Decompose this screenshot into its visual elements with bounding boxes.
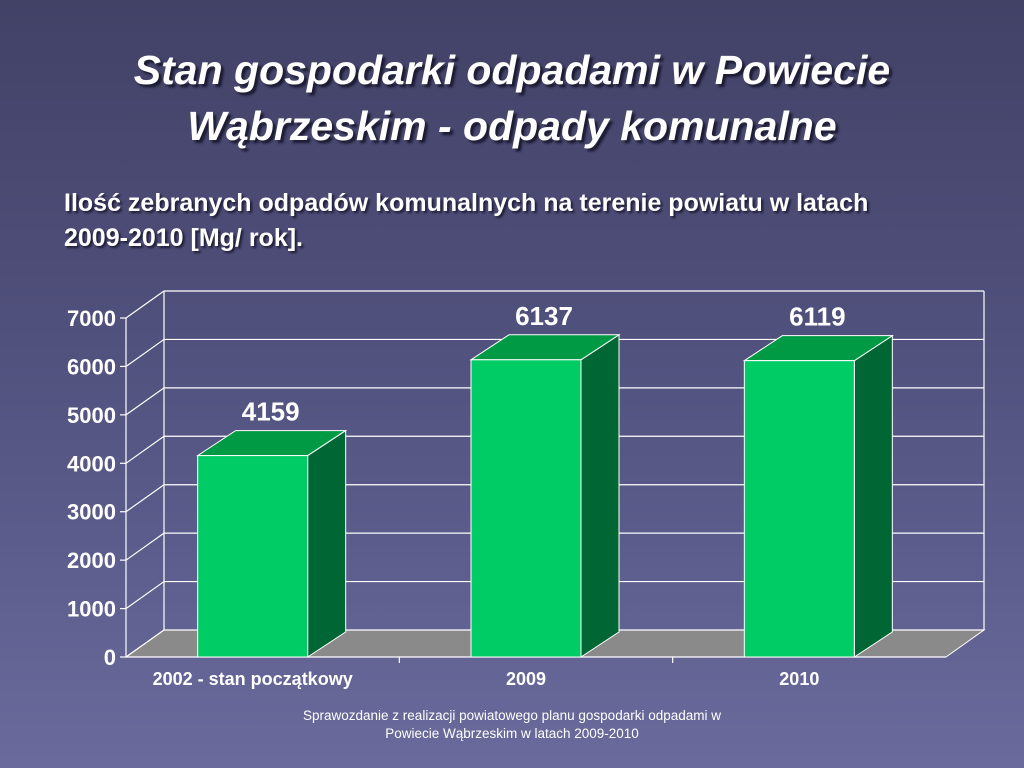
x-tick-label: 2009 (506, 669, 546, 689)
y-tick-label: 3000 (67, 500, 116, 525)
y-tick-label: 2000 (67, 548, 116, 573)
gridline-side (125, 387, 165, 416)
chart-subtitle: Ilość zebranych odpadów komunalnych na t… (64, 186, 994, 256)
gridline-side (125, 581, 165, 610)
x-tick-label: 2010 (779, 669, 819, 689)
x-tick-label: 2002 - stan początkowy (153, 669, 353, 689)
subtitle-line-1: Ilość zebranych odpadów komunalnych na t… (64, 189, 869, 217)
bar-side-face (580, 333, 620, 658)
bar-front-face (470, 359, 582, 658)
bar-side-face (853, 334, 893, 658)
y-tick-label: 4000 (67, 451, 116, 476)
title-line-2: Wąbrzeskim - odpady komunalne (187, 103, 837, 149)
bar-side-face (307, 429, 347, 658)
data-label: 6119 (789, 302, 845, 332)
subtitle-line-2: 2009-2010 [Mg/ rok]. (64, 224, 303, 252)
gridline-side (125, 484, 165, 513)
y-tick-label: 1000 (67, 597, 116, 622)
gridline-side (125, 532, 165, 561)
gridline-side (125, 435, 165, 464)
title-line-1: Stan gospodarki odpadami w Powiecie (133, 47, 891, 93)
footer-line-1: Sprawozdanie z realizacji powiatowego pl… (303, 708, 721, 723)
y-tick-label: 6000 (67, 354, 116, 379)
data-label: 6137 (515, 301, 573, 331)
bar-1 (469, 333, 621, 658)
y-tick-label: 5000 (67, 403, 116, 428)
bar-2 (742, 334, 895, 658)
gridline-side (125, 338, 165, 367)
data-label: 4159 (242, 397, 300, 427)
gridline-side (125, 290, 165, 319)
y-tick-label: 0 (104, 645, 116, 670)
gridline-side (125, 629, 165, 658)
slide-title: Stan gospodarki odpadami w Powiecie Wąbr… (40, 42, 984, 154)
y-tick-label: 7000 (67, 306, 116, 331)
footer: Sprawozdanie z realizacji powiatowego pl… (262, 707, 762, 743)
bar-front-face (197, 455, 309, 658)
footer-line-2: Powiecie Wąbrzeskim w latach 2009-2010 (385, 726, 639, 741)
bar-0 (195, 429, 348, 658)
bar-front-face (743, 360, 855, 658)
